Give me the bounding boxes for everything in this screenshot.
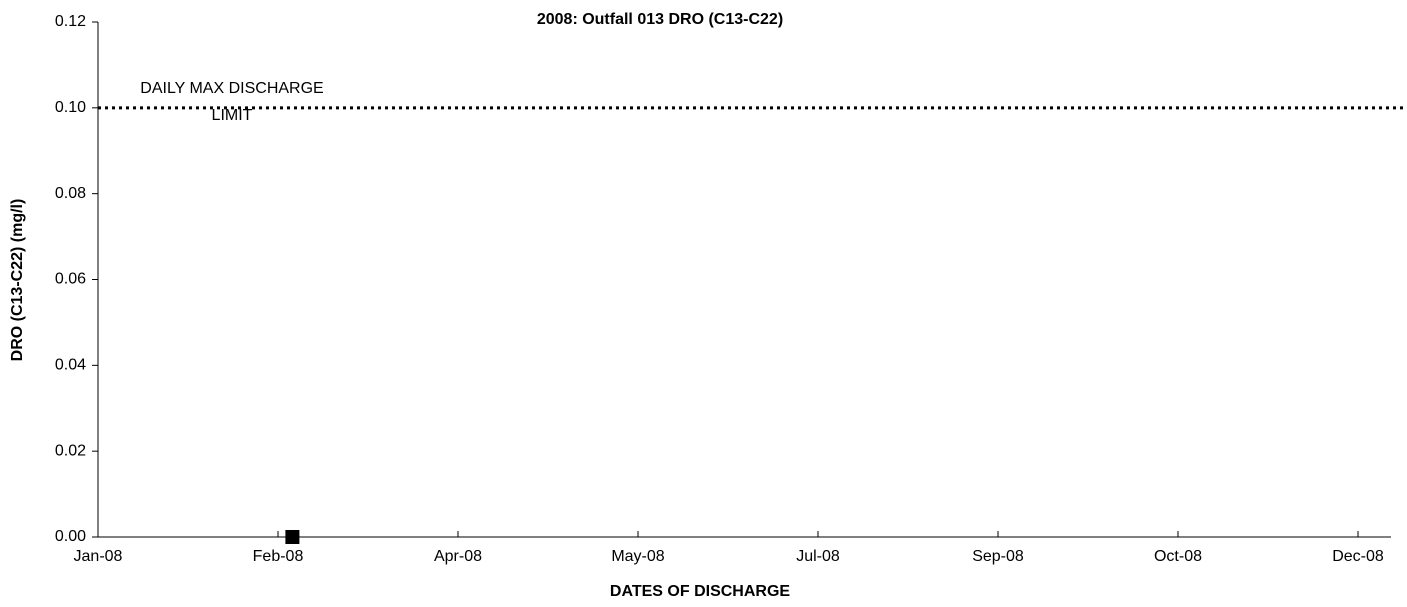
x-tick-label: Jan-08: [74, 548, 123, 565]
x-tick-label: Oct-08: [1154, 548, 1202, 565]
y-tick-label: 0.02: [55, 442, 86, 459]
x-tick-label: Dec-08: [1332, 548, 1384, 565]
y-axis-label: DRO (C13-C22) (mg/l): [9, 199, 26, 362]
limit-label: LIMIT: [212, 107, 253, 124]
x-tick-label: Feb-08: [253, 548, 304, 565]
marker: [285, 530, 300, 544]
y-tick-label: 0.12: [55, 13, 86, 30]
x-tick-label: May-08: [611, 548, 664, 565]
chart-title: 2008: Outfall 013 DRO (C13-C22): [537, 11, 783, 28]
limit-label: DAILY MAX DISCHARGE: [140, 80, 323, 97]
x-axis-label: DATES OF DISCHARGE: [610, 583, 790, 600]
y-tick-label: 0.10: [55, 99, 86, 116]
y-tick-label: 0.00: [55, 528, 86, 545]
x-tick-label: Sep-08: [972, 548, 1024, 565]
y-tick-label: 0.06: [55, 271, 86, 288]
y-tick-label: 0.04: [55, 357, 86, 374]
x-tick-label: Jul-08: [796, 548, 840, 565]
x-tick-label: Apr-08: [434, 548, 482, 565]
y-tick-label: 0.08: [55, 185, 86, 202]
